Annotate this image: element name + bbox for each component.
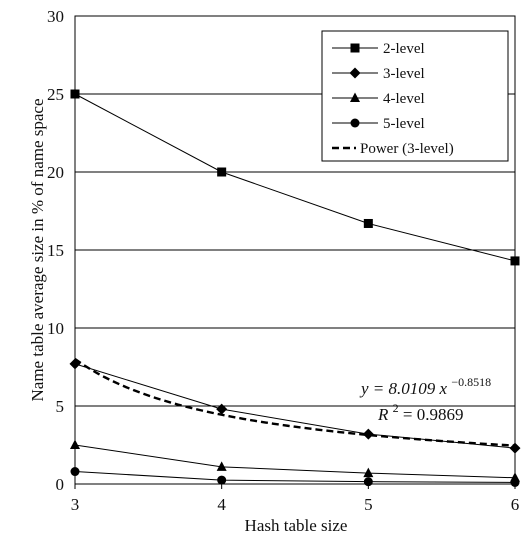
y-tick-label: 5: [56, 397, 65, 416]
trendline-power-3-level: [74, 358, 516, 447]
y-tick-label: 30: [47, 7, 64, 26]
data-point-5-level: [70, 467, 80, 477]
r2-label: R: [377, 405, 389, 424]
x-tick-label: 6: [511, 495, 520, 514]
y-tick-label: 15: [47, 241, 64, 260]
legend-label-3-level: 3-level: [383, 66, 425, 82]
y-tick-label: 25: [47, 85, 64, 104]
data-point-2-level: [510, 256, 520, 266]
trendline-layer: [74, 358, 516, 447]
trendline-equation: y = 8.0109 x −0.8518: [359, 375, 491, 398]
data-point-2-level: [363, 218, 373, 228]
data-point-5-level: [363, 477, 373, 487]
data-point-3-level: [362, 428, 374, 440]
gridlines: [75, 93, 515, 407]
x-tick-label: 4: [217, 495, 226, 514]
y-tick-labels: 0 5 10 15 20 25 30: [47, 7, 64, 494]
series-line-2-level: [74, 93, 516, 262]
x-tick-label: 3: [71, 495, 80, 514]
x-axis-label: Hash table size: [245, 516, 348, 535]
data-point-5-level: [217, 475, 227, 485]
x-tick-labels: 3 4 5 6: [71, 484, 520, 514]
r2-exponent: 2: [393, 401, 399, 415]
legend-label-5-level: 5-level: [383, 116, 425, 132]
legend-label-4-level: 4-level: [383, 91, 425, 107]
r-squared: R 2 = 0.9869: [377, 397, 463, 424]
series-line-4-level: [74, 444, 516, 479]
data-point-3-level: [509, 442, 521, 454]
y-tick-label: 20: [47, 163, 64, 182]
data-point-4-level: [363, 467, 374, 478]
legend: 2-level 3-level 4-level 5-level Power (3…: [321, 30, 509, 162]
legend-label-2-level: 2-level: [383, 41, 425, 57]
data-point-4-level: [70, 439, 80, 449]
data-point-2-level: [217, 167, 227, 177]
series-layer: [69, 89, 521, 487]
data-point-3-level: [216, 403, 228, 415]
y-tick-label: 10: [47, 319, 64, 338]
plot-frame: [74, 15, 516, 485]
legend-marker-2-level: [350, 43, 360, 53]
data-point-2-level: [70, 89, 80, 99]
legend-box: [321, 30, 509, 162]
x-tick-label: 5: [364, 495, 373, 514]
legend-marker-3-level: [349, 67, 361, 79]
series-line-3-level: [74, 363, 516, 449]
y-axis-label: Name table average size in % of name spa…: [28, 98, 47, 401]
legend-marker-5-level: [350, 118, 360, 128]
data-point-5-level: [510, 477, 520, 487]
series-line-5-level: [74, 471, 516, 483]
legend-marker-4-level: [350, 92, 360, 102]
equation-exponent: −0.8518: [451, 375, 491, 389]
y-tick-label: 0: [56, 475, 65, 494]
data-point-4-level: [216, 461, 227, 471]
legend-label-power-3-level: Power (3-level): [360, 141, 454, 157]
equation-prefix: y = 8.0109 x: [359, 379, 448, 398]
r2-value: = 0.9869: [403, 405, 464, 424]
data-point-3-level: [69, 358, 81, 370]
